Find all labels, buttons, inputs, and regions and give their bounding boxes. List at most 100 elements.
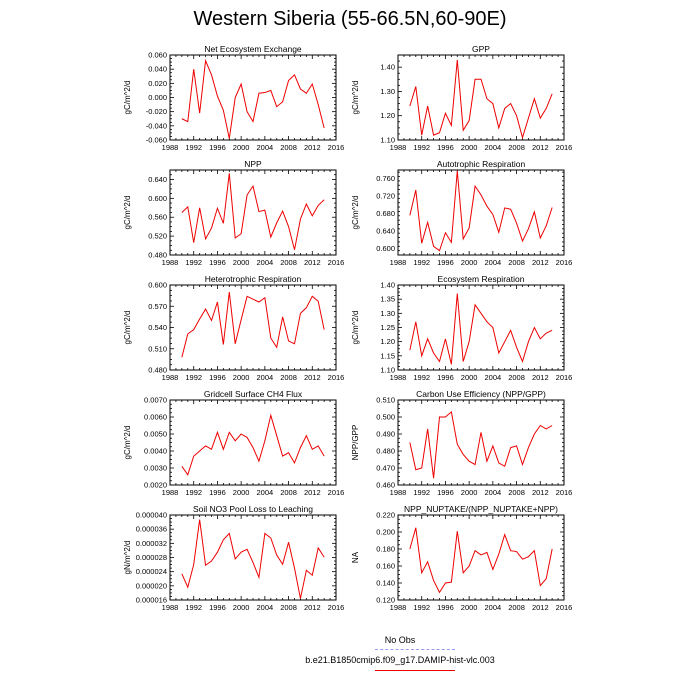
x-tick-label: 1992 <box>413 488 430 497</box>
panel-title: Carbon Use Efficiency (NPP/GPP) <box>416 389 546 399</box>
y-tick-label: 0.200 <box>376 528 395 537</box>
y-tick-label: 0.480 <box>148 366 167 375</box>
x-tick-label: 1996 <box>209 143 226 152</box>
series-line <box>181 292 325 358</box>
x-tick-label: 2000 <box>461 143 478 152</box>
y-axis-label: gC/m^2/d <box>123 196 132 230</box>
y-tick-label: 0.480 <box>148 251 167 260</box>
y-tick-label: 0.0060 <box>144 413 167 422</box>
y-tick-label: 0.000032 <box>136 539 167 548</box>
x-tick-label: 2008 <box>508 603 525 612</box>
legend-line-model-run <box>375 670 455 671</box>
y-tick-label: 0.600 <box>148 194 167 203</box>
panel-title: Net Ecosystem Exchange <box>204 44 302 54</box>
y-axis-label: NPP/GPP <box>351 425 360 461</box>
x-tick-label: 2008 <box>280 143 297 152</box>
y-tick-label: 0.0020 <box>144 481 167 490</box>
x-tick-label: 2012 <box>304 603 321 612</box>
y-tick-label: 0.560 <box>148 213 167 222</box>
panel-title: GPP <box>472 44 490 54</box>
y-tick-label: 0.000036 <box>136 525 167 534</box>
plot-frame <box>169 54 337 141</box>
y-tick-label: -0.060 <box>146 136 167 145</box>
y-tick-label: 0.640 <box>148 175 167 184</box>
y-tick-label: 1.20 <box>380 337 395 346</box>
y-tick-label: 0.060 <box>148 51 167 60</box>
y-tick-label: 0.000 <box>148 93 167 102</box>
x-tick-label: 1988 <box>162 488 179 497</box>
y-axis-label: gC/m^2/d <box>351 81 360 115</box>
y-tick-label: 0.0040 <box>144 447 167 456</box>
panel-title: Autotrophic Respiration <box>437 159 526 169</box>
x-tick-label: 1992 <box>413 258 430 267</box>
panel-3: NPP gC/m^2/d 1988 1992 1996 2000 2004 2008 2012 2… <box>123 159 344 267</box>
y-tick-label: 0.470 <box>376 464 395 473</box>
legend-line-no-obs <box>375 649 455 650</box>
plot-frame <box>397 169 565 256</box>
y-tick-label: 1.10 <box>380 136 395 145</box>
x-tick-label: 2004 <box>485 143 502 152</box>
panel-title: NPP_NUPTAKE/(NPP_NUPTAKE+NPP) <box>404 504 558 514</box>
y-tick-label: 0.000028 <box>136 553 167 562</box>
x-tick-label: 2000 <box>233 488 250 497</box>
y-tick-label: 0.000020 <box>136 581 167 590</box>
x-tick-label: 1992 <box>185 258 202 267</box>
y-tick-label: 0.640 <box>376 227 395 236</box>
y-tick-label: 0.500 <box>376 413 395 422</box>
x-tick-label: 1992 <box>185 603 202 612</box>
x-tick-label: 1988 <box>390 258 407 267</box>
y-axis-label: gN/m^2/d <box>123 541 132 575</box>
x-tick-label: 1992 <box>413 143 430 152</box>
panel-4: Autotrophic Respiration gC/m^2/d 1988 1992 1… <box>351 159 572 267</box>
x-tick-label: 2008 <box>508 143 525 152</box>
panel-5: Heterotrophic Respiration gC/m^2/d 1988 199… <box>123 274 344 382</box>
x-tick-label: 2016 <box>556 488 573 497</box>
x-tick-label: 2004 <box>485 603 502 612</box>
y-tick-label: 0.720 <box>376 192 395 201</box>
figure-title: Western Siberia (55-66.5N,60-90E) <box>193 8 507 30</box>
x-tick-label: 2004 <box>257 143 274 152</box>
x-tick-label: 1992 <box>413 373 430 382</box>
x-tick-label: 2012 <box>304 488 321 497</box>
x-tick-label: 2012 <box>304 373 321 382</box>
y-tick-label: 0.0030 <box>144 464 167 473</box>
y-tick-label: 0.490 <box>376 430 395 439</box>
x-tick-label: 2004 <box>257 258 274 267</box>
y-tick-label: 0.0070 <box>144 396 167 405</box>
x-tick-label: 1996 <box>437 488 454 497</box>
y-tick-label: 1.40 <box>380 63 395 72</box>
x-tick-label: 2016 <box>328 603 345 612</box>
y-axis-label: gC/m^2/d <box>123 311 132 345</box>
x-tick-label: 1988 <box>162 603 179 612</box>
x-tick-label: 1992 <box>413 603 430 612</box>
panel-1: Net Ecosystem Exchange gC/m^2/d 1988 1992 19… <box>123 44 344 152</box>
x-tick-label: 2016 <box>556 603 573 612</box>
plot-frame <box>169 399 337 486</box>
y-axis-label: gC/m^2/d <box>123 426 132 460</box>
y-tick-label: -0.040 <box>146 121 167 130</box>
x-tick-label: 2000 <box>461 258 478 267</box>
x-tick-label: 2000 <box>461 488 478 497</box>
x-tick-label: 1988 <box>162 373 179 382</box>
x-tick-label: 1996 <box>437 373 454 382</box>
y-tick-label: 0.000024 <box>136 567 167 576</box>
panel-title: Heterotrophic Respiration <box>205 274 302 284</box>
x-tick-label: 2004 <box>485 258 502 267</box>
plot-frame <box>397 514 565 601</box>
x-tick-label: 2016 <box>328 143 345 152</box>
y-tick-label: 1.30 <box>380 309 395 318</box>
x-tick-label: 2016 <box>556 143 573 152</box>
x-tick-label: 2012 <box>532 258 549 267</box>
x-tick-label: 2016 <box>328 258 345 267</box>
x-tick-label: 1996 <box>437 258 454 267</box>
y-tick-label: 0.520 <box>148 232 167 241</box>
y-axis-label: NA <box>351 551 360 563</box>
y-tick-label: 1.25 <box>380 323 395 332</box>
x-tick-label: 1988 <box>390 373 407 382</box>
panel-title: NPP <box>244 159 262 169</box>
series-line <box>181 519 325 599</box>
x-tick-label: 2004 <box>485 373 502 382</box>
y-tick-label: 0.000040 <box>136 511 167 520</box>
x-tick-label: 1992 <box>185 143 202 152</box>
x-tick-label: 2000 <box>233 373 250 382</box>
